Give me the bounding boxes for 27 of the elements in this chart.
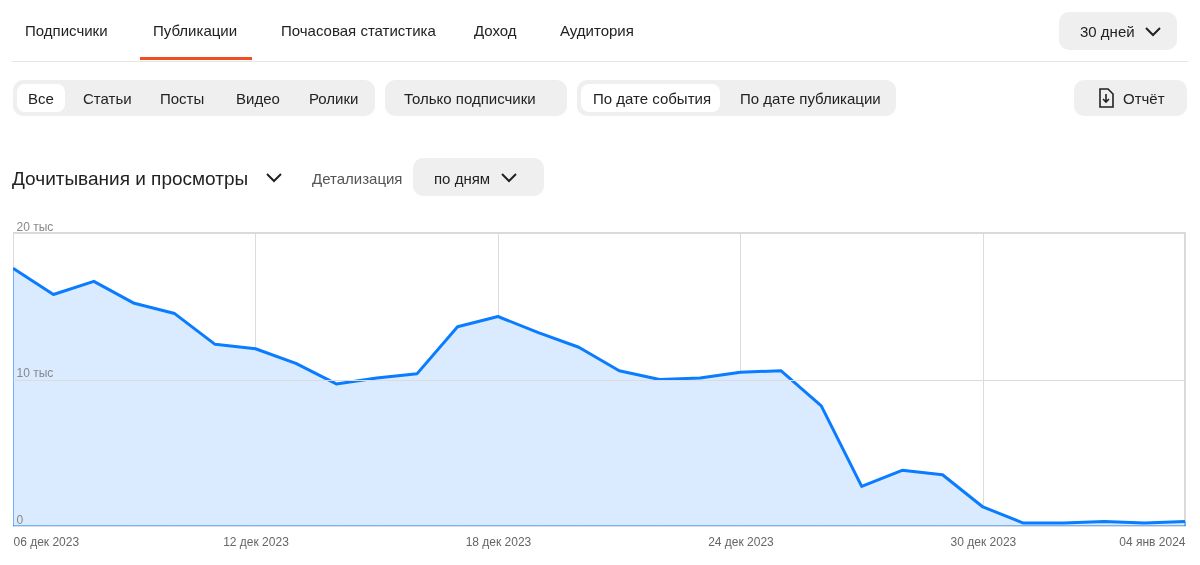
text: Аудитория	[560, 22, 634, 39]
x-tick-label: 30 дек 2023	[950, 534, 1017, 549]
x-tick-label: 24 дек 2023	[708, 534, 775, 549]
text: По дате публикации	[740, 90, 881, 107]
text: Доход	[474, 22, 517, 39]
y-tick-label: 10 тыс	[16, 366, 54, 380]
text: по дням	[434, 170, 491, 187]
text: Видео	[236, 90, 280, 107]
text: Почасовая статистика	[281, 22, 436, 39]
text: Детализация	[312, 170, 403, 187]
text: По дате события	[593, 90, 712, 107]
text: Все	[28, 90, 54, 107]
x-tick-label: 04 янв 2024	[1119, 534, 1186, 549]
x-tick-label: 12 дек 2023	[223, 534, 290, 549]
text: Подписчики	[25, 22, 108, 39]
chart-title: Дочитывания и просмотры	[12, 168, 249, 190]
text: Статьи	[83, 90, 132, 107]
y-tick-label: 0	[16, 512, 24, 527]
x-tick-label: 18 дек 2023	[465, 534, 532, 549]
text: Посты	[160, 90, 205, 107]
y-tick-label: 20 тыс	[16, 219, 54, 234]
x-tick-label: 06 дек 2023	[13, 534, 80, 549]
text: Только подписчики	[404, 90, 536, 107]
text: Отчёт	[1123, 90, 1165, 107]
text: 30 дней	[1080, 23, 1135, 40]
text: Ролики	[309, 90, 359, 107]
text: Публикации	[153, 22, 238, 39]
